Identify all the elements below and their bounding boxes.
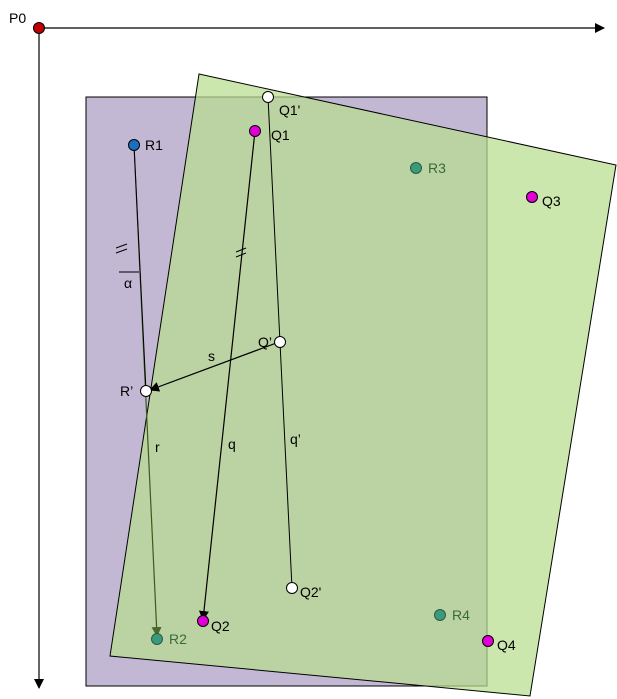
label-R1: R1 <box>145 137 163 153</box>
label-P0: P0 <box>9 10 26 26</box>
point-Q1 <box>249 125 261 137</box>
label-R3: R3 <box>428 160 446 176</box>
tick-mark-r-1 <box>115 243 128 249</box>
label-Q4: Q4 <box>497 637 516 653</box>
label-q-prime: q’ <box>290 431 301 447</box>
label-R2: R2 <box>169 631 187 647</box>
point-P0 <box>33 22 45 34</box>
tick-mark-r-2 <box>115 248 128 254</box>
label-Q-prime: Q’ <box>258 334 272 350</box>
label-Q3: Q3 <box>542 193 561 209</box>
label-R-prime: R’ <box>120 383 133 399</box>
point-R-prime <box>140 385 152 397</box>
point-Q1-prime <box>262 91 274 103</box>
line-q <box>198 130 256 621</box>
label-alpha: α <box>124 275 132 291</box>
point-Q2 <box>197 615 209 627</box>
label-s: s <box>208 348 215 364</box>
label-R4: R4 <box>452 607 470 623</box>
label-Q2-prime: Q2' <box>300 584 321 600</box>
point-R2 <box>151 633 163 645</box>
point-Q3 <box>526 191 538 203</box>
point-Q2-prime <box>286 582 298 594</box>
point-Q4 <box>482 635 494 647</box>
tick-mark-q-2 <box>235 252 247 258</box>
point-Q-prime <box>274 336 286 348</box>
tick-mark-q-1 <box>235 247 247 253</box>
green-quadrilateral <box>109 73 617 697</box>
label-r: r <box>155 439 160 455</box>
point-R1 <box>128 139 140 151</box>
line-s <box>149 341 280 392</box>
point-R3 <box>410 162 422 174</box>
label-q: q <box>228 436 236 452</box>
label-Q1-prime: Q1' <box>279 102 300 118</box>
point-R4 <box>434 609 446 621</box>
line-alpha-leg <box>133 144 147 392</box>
label-Q2: Q2 <box>211 618 230 634</box>
label-Q1: Q1 <box>271 127 290 143</box>
